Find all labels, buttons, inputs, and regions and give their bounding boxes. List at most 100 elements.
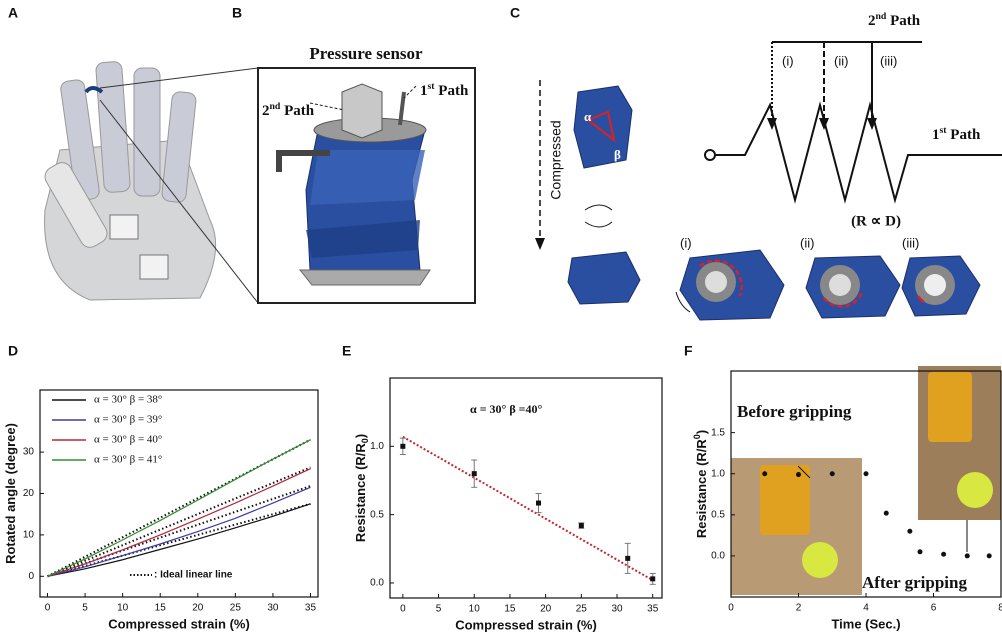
y-tick-label: 1.0 (711, 468, 725, 479)
y-axis-label-part: Rotated angle (degree) (3, 423, 18, 564)
y-tick-label: 20 (23, 488, 35, 499)
y-axis-label-part: ) (353, 434, 368, 438)
data-point (941, 551, 947, 557)
x-tick-label: 20 (540, 604, 552, 615)
x-tick-label: 10 (117, 603, 129, 614)
photo (731, 366, 1001, 595)
state-label: (ii) (800, 235, 814, 250)
hand-illustration (44, 61, 259, 304)
y-tick-label: 10 (23, 530, 35, 541)
x-tick-label: 2 (796, 603, 802, 614)
legend-label: α = 30° β = 39° (94, 414, 162, 426)
legend-label: α = 30° β = 41° (94, 454, 162, 466)
data-point (907, 528, 913, 534)
arrow-head (767, 118, 777, 130)
resistor (704, 41, 1002, 204)
angle-label: α (584, 109, 592, 124)
y-axis-label: Resistance (R/R0) (353, 434, 370, 542)
data-point (883, 510, 889, 516)
compress-label: Compressed (548, 120, 564, 199)
x-tick-label: 4 (863, 603, 869, 614)
y-tick-label: 0.0 (711, 551, 725, 562)
x-tick-label: 15 (155, 603, 167, 614)
x-axis-label: Compressed strain (%) (108, 616, 250, 631)
ideal-line (47, 502, 311, 578)
relation: (R ∝ D) (851, 213, 901, 229)
data-point (625, 555, 631, 561)
data-point (829, 471, 835, 477)
panel-label: D (8, 343, 18, 359)
tap-label: (iii) (880, 53, 897, 68)
plot-frame (39, 389, 319, 598)
data-point (986, 553, 992, 559)
y-axis-label-part: ) (694, 430, 709, 434)
y-tick-label: 30 (23, 447, 35, 458)
data-point (578, 523, 584, 529)
annotation: After gripping (862, 573, 967, 592)
arrow-head (535, 238, 545, 250)
x-tick-label: 5 (82, 603, 88, 614)
y-axis-label-part: 0 (360, 438, 370, 443)
series-line (47, 439, 311, 577)
origami-tube (567, 85, 641, 305)
path-label: 2nd Path (868, 11, 921, 29)
annotation: α = 30° β =40° (470, 402, 542, 416)
ideal-line (47, 438, 311, 578)
data-point (917, 549, 923, 555)
data-point (650, 576, 656, 582)
data-point (964, 553, 970, 559)
sensor-title: Pressure sensor (309, 44, 423, 63)
x-tick-label: 8 (998, 603, 1002, 614)
fit-line (402, 435, 654, 582)
panel-label: E (342, 343, 351, 359)
x-tick-label: 5 (436, 604, 442, 615)
y-axis-label-part: 0 (692, 434, 702, 439)
plot-frame (389, 377, 663, 599)
x-tick-label: 35 (647, 604, 659, 615)
state-label: (i) (680, 235, 692, 250)
path-label: 1st Path (420, 81, 469, 99)
x-tick-label: 0 (728, 603, 734, 614)
series-line (47, 503, 311, 577)
annotation: Before gripping (737, 402, 852, 421)
path-label: 1st Path (932, 125, 981, 143)
x-tick-label: 25 (576, 604, 588, 615)
y-tick-label: 0 (28, 571, 34, 582)
x-tick-label: 10 (469, 604, 481, 615)
data-point (863, 471, 869, 477)
y-tick-label: 1.5 (711, 427, 725, 438)
data-point (796, 472, 801, 478)
panel-label: A (8, 5, 18, 21)
y-axis-label: Rotated angle (degree) (3, 423, 18, 564)
legend-label: : Ideal linear line (154, 570, 233, 581)
series-line (47, 468, 311, 577)
y-axis-label: Resistance (R/R0) (692, 430, 709, 538)
arrow-head (819, 118, 829, 130)
x-tick-label: 25 (230, 603, 242, 614)
y-axis-label-part: Resistance (R/R (694, 439, 709, 539)
data-point (400, 443, 406, 449)
y-tick-label: 0.0 (370, 578, 384, 589)
ideal-line (47, 466, 311, 578)
panel-label: F (684, 343, 693, 359)
legend-label: α = 30° β = 38° (94, 394, 162, 406)
x-tick-label: 20 (192, 603, 204, 614)
x-tick-label: 0 (400, 604, 406, 615)
pointer (309, 102, 345, 111)
panel-label: B (232, 5, 242, 21)
rotation-states (675, 249, 981, 321)
y-tick-label: 0.5 (711, 509, 725, 520)
angle-label: β (614, 147, 621, 162)
x-tick-label: 15 (504, 604, 516, 615)
state-label: (iii) (902, 235, 919, 250)
arrow-head (867, 118, 877, 130)
x-tick-label: 0 (45, 603, 51, 614)
path-label: 2nd Path (262, 101, 315, 119)
pointer (403, 85, 417, 99)
x-tick-label: 30 (611, 604, 623, 615)
panel-label: C (510, 5, 520, 21)
data-point (471, 471, 477, 477)
x-axis-label: Time (Sec.) (831, 616, 900, 631)
